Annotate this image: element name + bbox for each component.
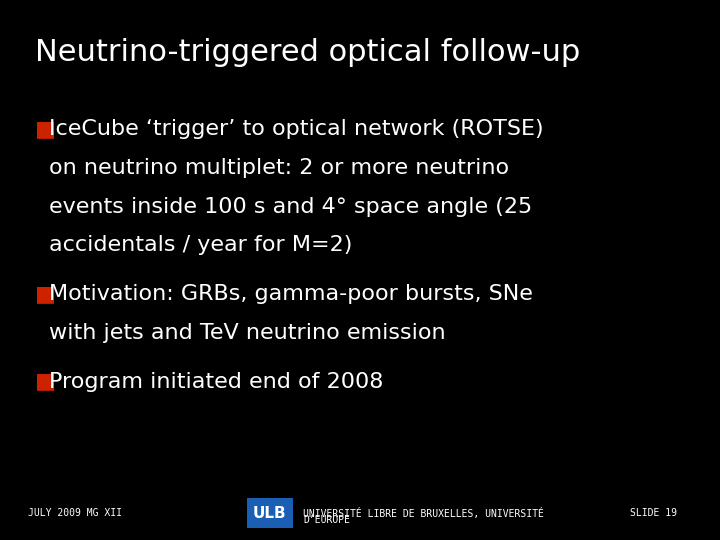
Text: with jets and TeV neutrino emission: with jets and TeV neutrino emission [50, 323, 446, 343]
Text: Motivation: GRBs, gamma-poor bursts, SNe: Motivation: GRBs, gamma-poor bursts, SNe [50, 284, 534, 304]
Text: ULB: ULB [253, 505, 287, 521]
Text: SLIDE 19: SLIDE 19 [630, 508, 677, 518]
Text: JULY 2009 MG XII: JULY 2009 MG XII [28, 508, 122, 518]
Text: UNIVERSITÉ LIBRE DE BRUXELLES, UNIVERSITÉ: UNIVERSITÉ LIBRE DE BRUXELLES, UNIVERSIT… [303, 508, 544, 518]
Text: accidentals / year for M=2): accidentals / year for M=2) [50, 235, 353, 255]
Text: Neutrino-triggered optical follow-up: Neutrino-triggered optical follow-up [35, 38, 580, 67]
Text: IceCube ‘trigger’ to optical network (ROTSE): IceCube ‘trigger’ to optical network (RO… [50, 119, 544, 139]
Text: ■: ■ [35, 119, 56, 139]
Text: ■: ■ [35, 284, 56, 304]
Text: D’EUROPE: D’EUROPE [303, 515, 350, 525]
Text: ■: ■ [35, 372, 56, 392]
FancyBboxPatch shape [247, 498, 292, 528]
Text: events inside 100 s and 4° space angle (25: events inside 100 s and 4° space angle (… [50, 197, 533, 217]
Text: on neutrino multiplet: 2 or more neutrino: on neutrino multiplet: 2 or more neutrin… [50, 158, 510, 178]
Text: Program initiated end of 2008: Program initiated end of 2008 [50, 372, 384, 392]
